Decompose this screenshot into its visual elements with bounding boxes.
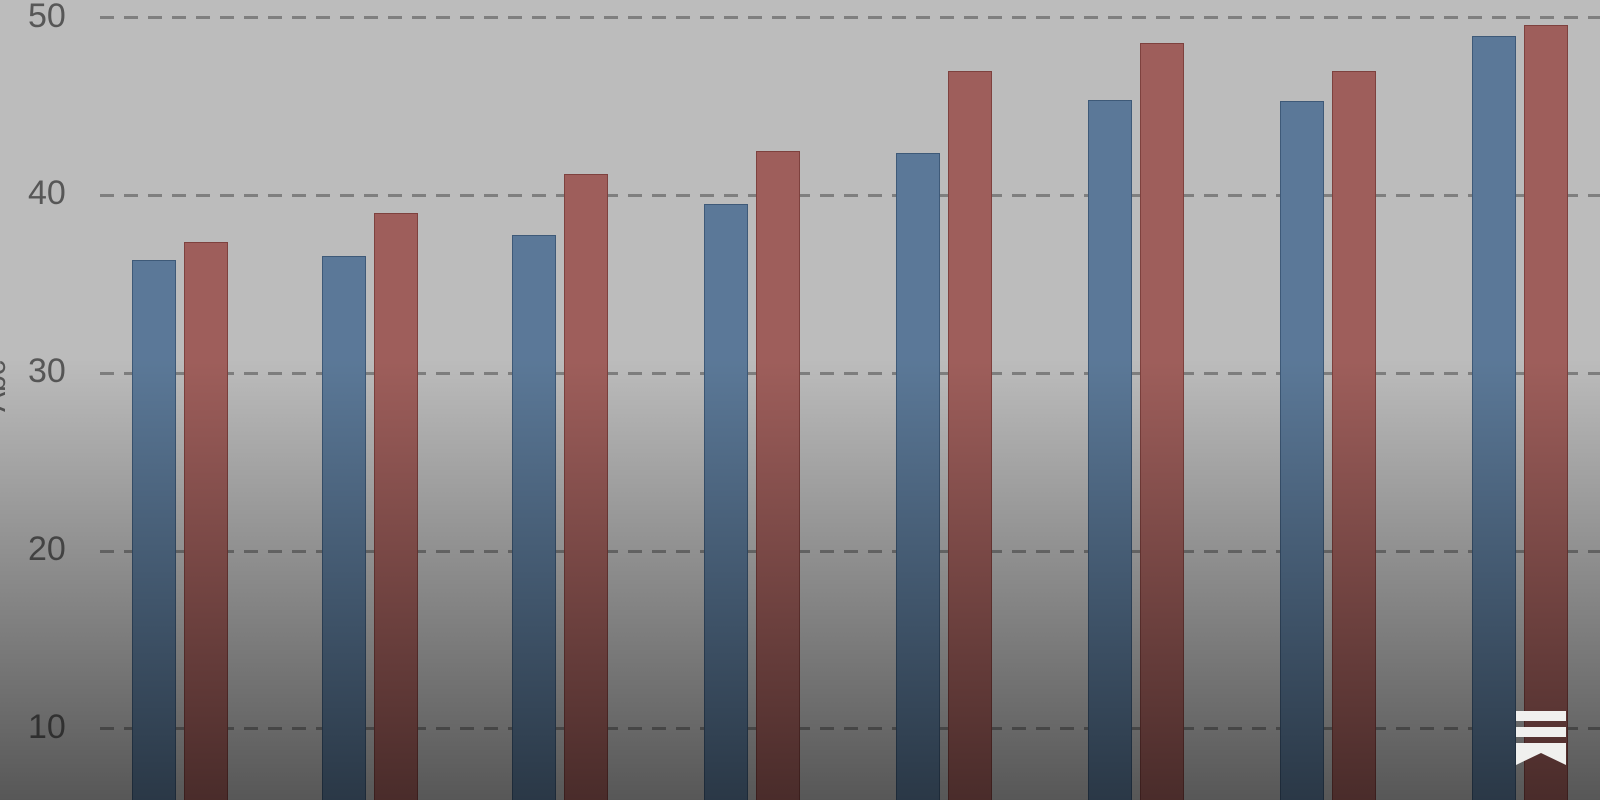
bar-series-a (132, 260, 176, 800)
y-tick-label: 30 (28, 352, 66, 391)
bar-series-b (1140, 43, 1184, 800)
y-tick-label: 50 (28, 0, 66, 36)
bar-series-b (756, 151, 800, 800)
bar-series-a (1088, 100, 1132, 800)
bar-series-b (564, 174, 608, 800)
y-axis-label: Abc (0, 360, 13, 412)
y-tick-label: 10 (28, 708, 66, 747)
bar-series-a (512, 235, 556, 800)
bar-series-a (322, 256, 366, 800)
bar-series-a (704, 204, 748, 800)
bar-series-b (1332, 71, 1376, 800)
bar-series-b (374, 213, 418, 800)
chart-stage: 50 40 30 20 10 Abc (0, 0, 1600, 800)
bar-series-a (1280, 101, 1324, 800)
bar-series-b (1524, 25, 1568, 800)
bookmark-flag-icon[interactable] (1510, 705, 1572, 772)
bar-series-b (184, 242, 228, 800)
bar-series-a (1472, 36, 1516, 800)
y-tick-label: 20 (28, 530, 66, 569)
y-tick-label: 40 (28, 174, 66, 213)
bar-series-a (896, 153, 940, 800)
bar-series-b (948, 71, 992, 800)
